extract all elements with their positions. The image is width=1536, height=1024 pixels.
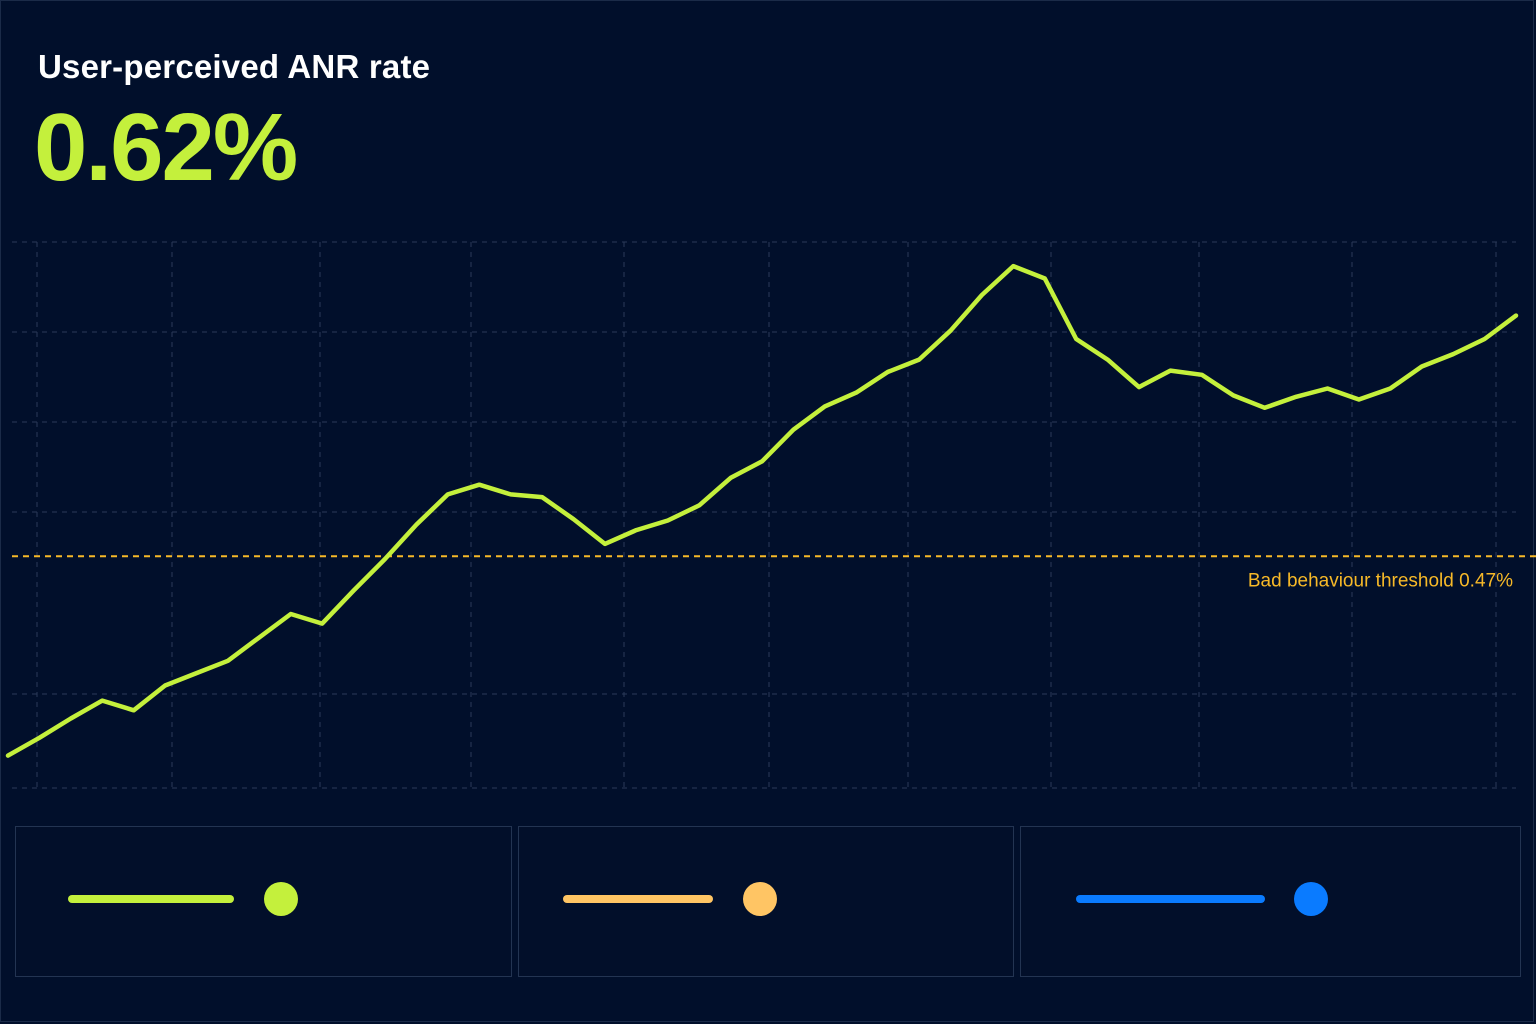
legend-swatch-dot-1	[264, 882, 298, 916]
legend-swatch-line-2	[563, 895, 713, 903]
anr-line-chart: Bad behaviour threshold 0.47%	[5, 241, 1536, 789]
current-rate-value: 0.62%	[34, 94, 298, 201]
series-line-anr-rate	[5, 263, 1519, 758]
legend-card-2[interactable]	[518, 826, 1014, 977]
threshold-label: Bad behaviour threshold 0.47%	[1248, 570, 1513, 591]
legend-swatch-dot-2	[743, 882, 777, 916]
chart-title: User-perceived ANR rate	[38, 48, 431, 85]
legend-card-1[interactable]	[15, 826, 512, 977]
legend-swatch-line-1	[68, 895, 234, 903]
chart-grid	[12, 241, 1516, 789]
legend-swatch-dot-3	[1294, 882, 1328, 916]
legend-swatch-line-3	[1076, 895, 1265, 903]
legend-card-3[interactable]	[1020, 826, 1521, 977]
